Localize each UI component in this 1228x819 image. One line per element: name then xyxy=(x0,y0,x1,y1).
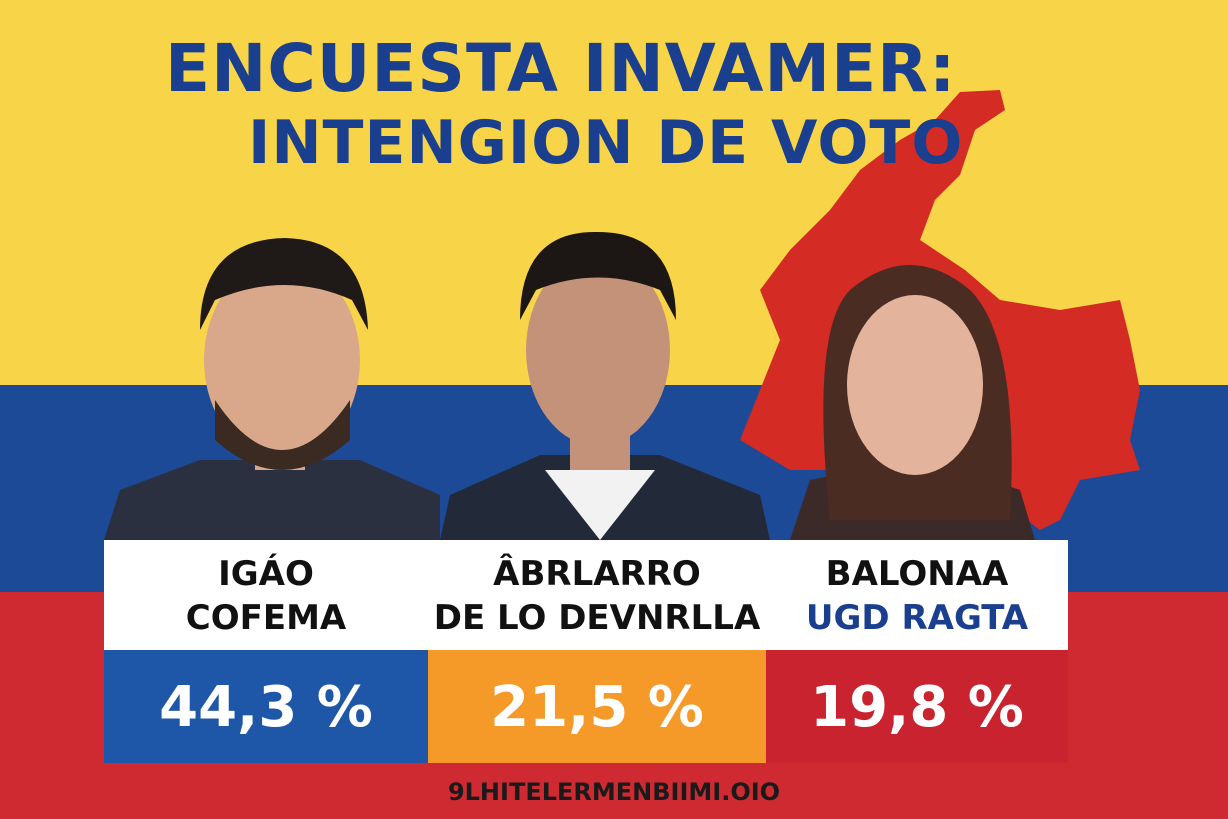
person-1 xyxy=(104,238,440,540)
name-line: UGD RAGTA xyxy=(805,598,1029,638)
title-line-1: ENCUESTA INVAMER: xyxy=(165,30,957,107)
name-line: IGÁO xyxy=(218,554,314,594)
name-line: DE LO DEVNRLLA xyxy=(433,598,761,638)
footer: 9LHITELERMENBIIMI.OIO xyxy=(447,778,781,806)
person-3 xyxy=(790,265,1035,540)
name-line: ÂBRLARRO xyxy=(493,554,701,594)
percent-box-3 xyxy=(766,650,1068,763)
percent-box-2 xyxy=(428,650,766,763)
person-2 xyxy=(440,231,770,540)
title-line-2: INTENGION DE VOTO xyxy=(248,108,964,178)
name-panel xyxy=(104,540,1068,650)
percent: 19,8 % xyxy=(810,674,1024,740)
candidate-name: ÂBRLARRO DE LO DEVNRLLA xyxy=(428,548,766,644)
percent-box-1 xyxy=(104,650,428,763)
candidate-name: IGÁO COFEMA xyxy=(104,548,428,644)
name-line: BALONAA xyxy=(825,554,1009,594)
name-line: COFEMA xyxy=(185,598,347,638)
percent: 44,3 % xyxy=(159,674,373,740)
percent: 21,5 % xyxy=(490,674,704,740)
candidate-name: BALONAA UGD RAGTA xyxy=(766,548,1068,644)
